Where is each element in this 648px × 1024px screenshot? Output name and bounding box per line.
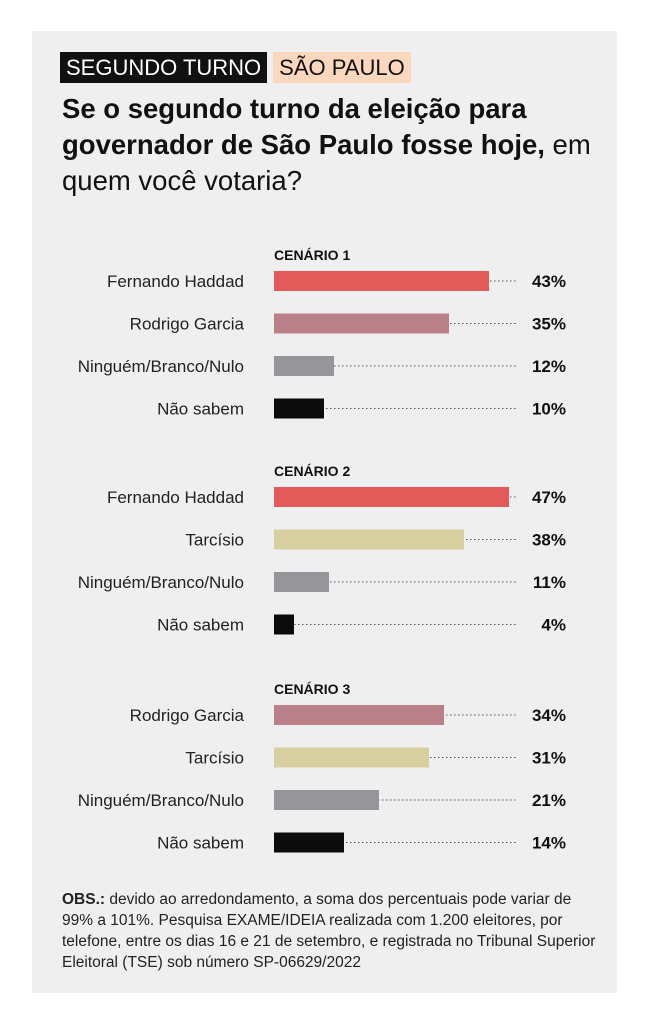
bar-ningu-m-branco-nulo bbox=[274, 572, 329, 592]
round-tag: SEGUNDO TURNO bbox=[60, 52, 268, 83]
bar-n-o-sabem bbox=[274, 614, 294, 635]
value-label: 4% bbox=[541, 616, 566, 635]
category-label: Não sabem bbox=[157, 834, 244, 853]
scenario-title: CENÁRIO 2 bbox=[274, 463, 350, 479]
value-label: 38% bbox=[532, 531, 566, 550]
value-label: 34% bbox=[532, 706, 566, 725]
value-label: 47% bbox=[532, 488, 566, 507]
category-label: Não sabem bbox=[157, 616, 244, 635]
category-label: Rodrigo Garcia bbox=[130, 706, 245, 725]
value-label: 11% bbox=[533, 573, 566, 592]
footnote: OBS.: devido ao arredondamento, a soma d… bbox=[62, 889, 602, 973]
footnote-label: OBS.: bbox=[62, 891, 106, 908]
scenario-2: CENÁRIO 2 Fernando Haddad 47% Tarcísio 38% Ni… bbox=[78, 463, 566, 635]
category-label: Ninguém/Branco/Nulo bbox=[78, 357, 244, 376]
bar-rodrigo-garcia bbox=[274, 705, 444, 725]
bar-fernando-haddad bbox=[274, 487, 509, 507]
category-label: Não sabem bbox=[157, 400, 244, 419]
bar-tarc-sio bbox=[274, 529, 464, 550]
bar-fernando-haddad bbox=[274, 271, 489, 291]
value-label: 10% bbox=[532, 400, 566, 419]
bar-n-o-sabem bbox=[274, 832, 344, 853]
scenario-3: CENÁRIO 3 Rodrigo Garcia 34% Tarcísio 31% Nin… bbox=[78, 681, 566, 853]
title-bold: Se o segundo turno da eleição para gover… bbox=[62, 93, 545, 160]
value-label: 43% bbox=[532, 272, 566, 291]
category-label: Rodrigo Garcia bbox=[130, 315, 245, 334]
bar-ningu-m-branco-nulo bbox=[274, 356, 334, 376]
bar-tarc-sio bbox=[274, 747, 429, 768]
tag-row: SEGUNDO TURNO SÃO PAULO bbox=[60, 52, 411, 83]
bar-rodrigo-garcia bbox=[274, 313, 449, 334]
category-label: Ninguém/Branco/Nulo bbox=[78, 573, 244, 592]
scenario-title: CENÁRIO 1 bbox=[274, 247, 350, 263]
category-label: Ninguém/Branco/Nulo bbox=[78, 791, 244, 810]
footnote-text: devido ao arredondamento, a soma dos per… bbox=[62, 891, 596, 971]
category-label: Fernando Haddad bbox=[107, 272, 244, 291]
state-tag: SÃO PAULO bbox=[273, 52, 411, 83]
value-label: 21% bbox=[532, 791, 566, 810]
value-label: 12% bbox=[532, 357, 566, 376]
value-label: 35% bbox=[532, 315, 566, 334]
category-label: Tarcísio bbox=[185, 749, 244, 768]
category-label: Tarcísio bbox=[185, 531, 244, 550]
bar-n-o-sabem bbox=[274, 398, 324, 419]
value-label: 14% bbox=[532, 834, 566, 853]
scenario-1: CENÁRIO 1 Fernando Haddad 43% Rodrigo Garci… bbox=[78, 247, 566, 419]
category-label: Fernando Haddad bbox=[107, 488, 244, 507]
title-regular: em quem você votaria? bbox=[62, 129, 591, 196]
bar-ningu-m-branco-nulo bbox=[274, 790, 379, 810]
chart-title: Se o segundo turno da eleição para gover… bbox=[62, 91, 602, 199]
scenario-title: CENÁRIO 3 bbox=[274, 681, 350, 697]
value-label: 31% bbox=[532, 749, 566, 768]
